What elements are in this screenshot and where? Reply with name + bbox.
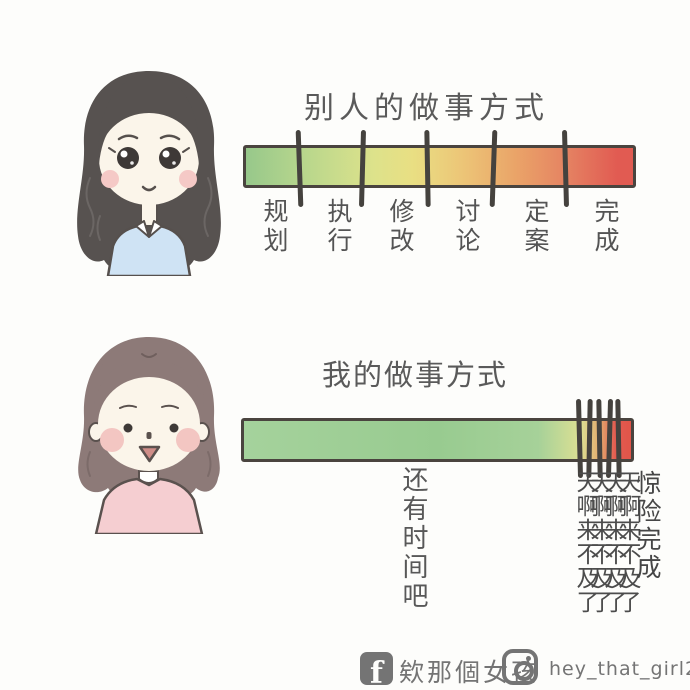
- panic-caption: 天啊来不及了: [600, 470, 626, 614]
- girl1-collar-left: [135, 220, 150, 238]
- girl2-hair-waves: [86, 451, 212, 477]
- timeline-tick: [615, 398, 622, 479]
- stage-label-planning: 规划: [260, 198, 289, 256]
- barely-finished-caption: 惊险完成: [633, 470, 662, 582]
- girl2-eyes: [123, 423, 179, 433]
- stage-label-execute: 执行: [324, 198, 353, 256]
- facebook-f-glyph: f: [370, 656, 383, 690]
- girl1-eyes: [108, 147, 190, 169]
- panic-caption: 天啊来不及了: [614, 470, 640, 614]
- long-hair-girl-illustration: [77, 71, 221, 276]
- timeline-tick: [596, 398, 603, 479]
- girl2-blush: [100, 428, 200, 452]
- instagram-flash-dot: [526, 656, 531, 661]
- timeline-tick: [575, 398, 584, 479]
- girl1-blush: [101, 170, 197, 188]
- girl2-face: [98, 377, 200, 471]
- girl1-mouth: [141, 185, 157, 192]
- others-timeline-bar: [243, 145, 636, 188]
- instagram-handle: hey_that_girl2016: [549, 658, 690, 680]
- girl1-eyebrows: [117, 134, 181, 141]
- panic-caption: 天啊来不及了: [572, 470, 598, 614]
- still-have-time-caption: 还有时间吧: [398, 466, 428, 611]
- girl2-hair-part: [141, 353, 157, 358]
- girl1-hair-waves: [85, 177, 213, 241]
- girl2-nose: [146, 432, 152, 439]
- instagram-icon: [502, 649, 538, 685]
- my-timeline-bar: [241, 418, 634, 462]
- panic-caption: 天啊来不及了: [586, 470, 612, 614]
- instagram-lens: [514, 661, 534, 681]
- timeline-tick: [358, 129, 367, 208]
- girl1-hair-fringe: [98, 75, 200, 164]
- stage-label-finalize: 定案: [521, 198, 550, 256]
- timeline-tick: [424, 129, 431, 208]
- timeline-tick: [605, 398, 614, 479]
- girl2-eyebrows: [119, 404, 179, 409]
- others-title: 别人的做事方式: [304, 91, 549, 126]
- girl2-mouth: [138, 445, 161, 463]
- stage-label-revise: 修改: [386, 198, 415, 256]
- girl2-collar-band: [138, 470, 159, 484]
- girl1-collar-right: [148, 220, 163, 238]
- girl2-hair-fringe: [94, 338, 204, 406]
- stage-label-discuss: 讨论: [452, 198, 481, 256]
- timeline-tick: [561, 129, 570, 208]
- facebook-icon: f: [360, 652, 393, 689]
- girl1-blue-top: [106, 224, 192, 276]
- bob-hair-girl-illustration: [78, 337, 220, 534]
- my-title: 我的做事方式: [321, 358, 508, 392]
- timeline-tick: [586, 398, 593, 479]
- stage-label-complete: 完成: [591, 198, 620, 256]
